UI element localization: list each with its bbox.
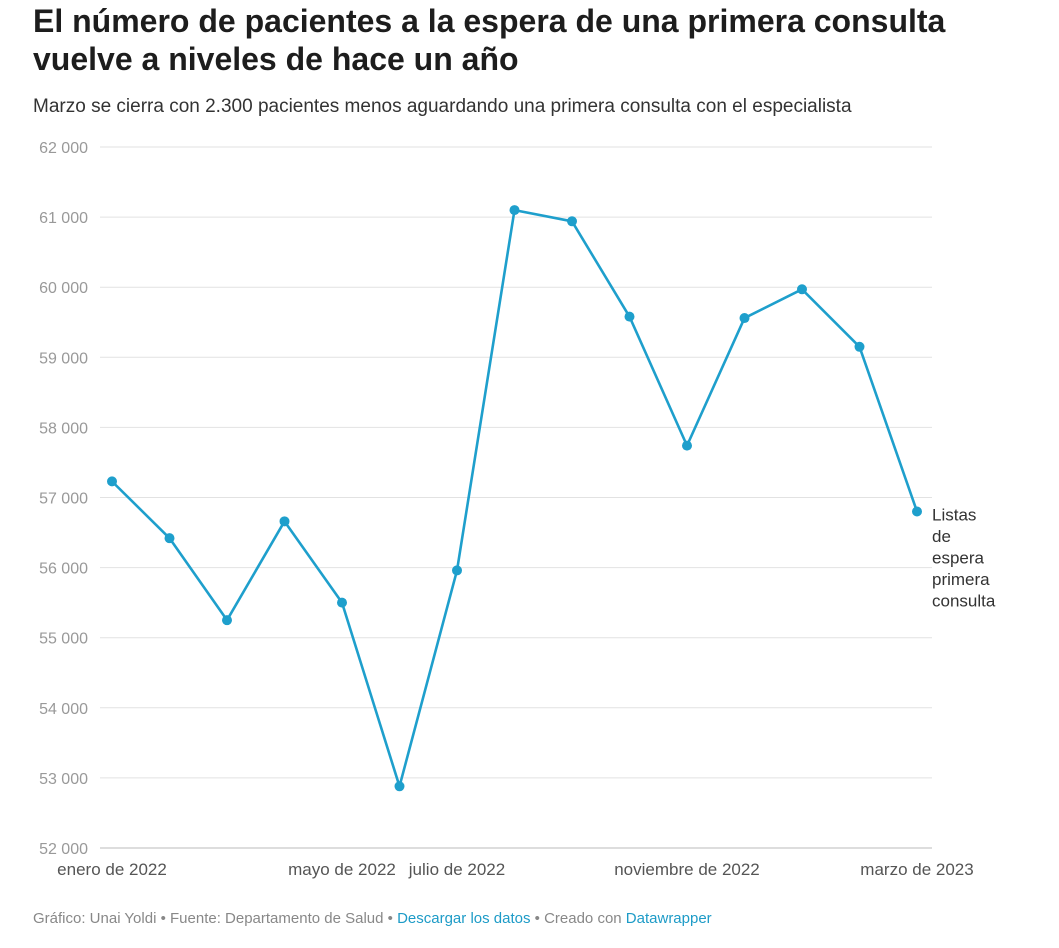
y-tick-label: 61 000 — [39, 210, 88, 227]
x-tick-label: marzo de 2023 — [860, 860, 973, 879]
x-tick-label: enero de 2022 — [57, 860, 167, 879]
data-point — [279, 516, 290, 527]
footer-separator: • — [383, 910, 398, 927]
y-tick-label: 55 000 — [39, 631, 88, 648]
y-tick-label: 54 000 — [39, 701, 88, 718]
data-point — [797, 284, 807, 295]
y-tick-label: 56 000 — [39, 561, 88, 578]
data-point — [452, 565, 462, 576]
y-tick-label: 57 000 — [39, 491, 88, 508]
datawrapper-link[interactable]: Datawrapper — [625, 910, 712, 927]
chart-title: El número de pacientes a la espera de un… — [33, 3, 946, 77]
y-tick-label: 62 000 — [39, 140, 88, 157]
data-point — [912, 506, 922, 517]
footer-separator: • — [530, 910, 545, 927]
footer-separator: • — [156, 910, 170, 927]
line-chart: 52 000 53 000 54 000 55 000 56 000 57 000 58 0… — [39, 140, 996, 879]
y-tick-label: 58 000 — [39, 420, 88, 437]
data-point — [739, 313, 750, 324]
data-point — [107, 476, 117, 487]
data-point — [509, 205, 520, 216]
x-tick-label: julio de 2022 — [408, 860, 505, 879]
y-tick-label: 53 000 — [39, 771, 88, 788]
data-point — [164, 533, 175, 544]
source-text: Fuente: Departamento de Salud — [170, 910, 384, 927]
y-tick-label: 52 000 — [39, 841, 88, 858]
series-label: Listas de espera primera consulta — [932, 506, 996, 611]
data-point — [854, 341, 865, 352]
x-tick-label: mayo de 2022 — [288, 860, 396, 879]
data-point — [682, 440, 692, 451]
data-point — [394, 781, 405, 792]
data-point — [222, 615, 232, 626]
y-tick-label: 59 000 — [39, 350, 88, 367]
data-point — [567, 216, 577, 227]
credit-text: Gráfico: Unai Yoldi — [33, 910, 157, 927]
y-tick-label: 60 000 — [39, 280, 88, 297]
download-data-link[interactable]: Descargar los datos — [397, 910, 531, 927]
data-point — [337, 597, 347, 608]
x-tick-label: noviembre de 2022 — [614, 860, 760, 879]
chart-subtitle: Marzo se cierra con 2.300 pacientes meno… — [33, 96, 852, 117]
series-line — [111, 208, 919, 788]
created-with-text: Creado con — [544, 910, 626, 927]
data-point — [624, 311, 635, 322]
chart-footer: Gráfico: Unai Yoldi • Fuente: Departamen… — [33, 910, 712, 927]
